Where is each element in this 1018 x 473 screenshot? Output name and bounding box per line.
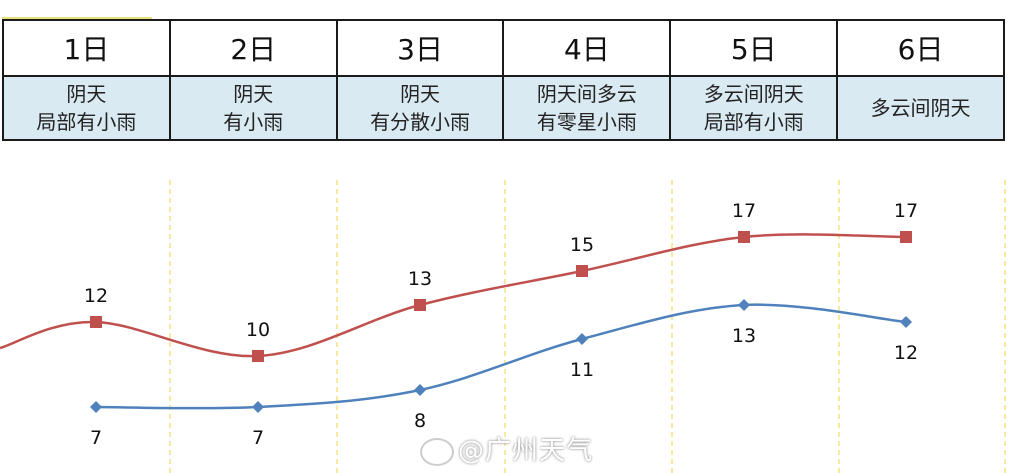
data-point-high	[414, 299, 426, 311]
data-label: 17	[894, 200, 918, 222]
day-header: 6日	[836, 19, 1005, 77]
data-point-low	[900, 316, 912, 328]
weather-text: 局部有小雨	[703, 110, 804, 134]
weather-text: 有分散小雨	[370, 110, 471, 134]
day-header: 3日	[335, 19, 505, 77]
weather-cell: 多云间阴天	[836, 75, 1005, 141]
weather-text: 多云间阴天	[703, 82, 804, 106]
weather-text: 阴天	[400, 82, 441, 106]
day-row: 1日 2日 3日 4日 5日 6日	[2, 19, 1005, 77]
weather-cell: 阴天 有小雨	[168, 75, 338, 141]
data-label: 10	[246, 319, 270, 341]
data-point-low	[414, 384, 426, 396]
data-label: 12	[84, 285, 108, 307]
data-point-high	[738, 231, 750, 243]
data-label: 15	[570, 234, 594, 256]
weather-cell: 阴天 局部有小雨	[2, 75, 171, 141]
weather-text: 局部有小雨	[36, 110, 137, 134]
data-point-high	[90, 316, 102, 328]
weather-cell: 多云间阴天局部有小雨	[669, 75, 839, 141]
data-label: 12	[894, 342, 918, 364]
top-accent-line	[2, 17, 152, 19]
weather-text: 有小雨	[223, 110, 284, 134]
weather-text: 阴天	[66, 82, 107, 106]
data-point-high	[252, 350, 264, 362]
weather-text: 多云间阴天	[870, 96, 971, 120]
data-label: 11	[570, 359, 594, 381]
data-label: 8	[414, 410, 426, 432]
data-point-low	[738, 299, 750, 311]
data-point-low	[576, 333, 588, 345]
data-point-low	[252, 401, 264, 413]
data-label: 13	[408, 268, 432, 290]
weather-cell: 阴天间多云有零星小雨	[502, 75, 672, 141]
day-header: 5日	[669, 19, 839, 77]
weather-cell: 阴天 有分散小雨	[335, 75, 505, 141]
weather-text: 有零星小雨	[536, 110, 637, 134]
data-point-low	[90, 401, 102, 413]
forecast-table: 1日 2日 3日 4日 5日 6日 阴天 局部有小雨 阴天 有小雨 阴天 有分散小雨 阴天间多云 有零星…	[2, 19, 1005, 141]
data-label: 17	[732, 200, 756, 222]
data-label: 7	[90, 427, 102, 449]
day-header: 2日	[168, 19, 338, 77]
day-header: 1日	[2, 19, 171, 77]
day-header: 4日	[502, 19, 672, 77]
weather-text: 阴天间多云	[536, 82, 637, 106]
data-point-high	[900, 231, 912, 243]
data-label: 13	[732, 325, 756, 347]
weather-text: 阴天	[233, 82, 274, 106]
weather-row: 阴天 局部有小雨 阴天 有小雨 阴天 有分散小雨 阴天间多云 有零星小雨 多云间阴天 局部有小雨多…	[2, 75, 1005, 141]
watermark: @广州天气	[420, 430, 593, 467]
data-point-high	[576, 265, 588, 277]
series-line	[95, 303, 907, 410]
series-line	[0, 233, 907, 358]
data-label: 7	[252, 427, 264, 449]
weibo-logo-icon	[420, 437, 454, 466]
